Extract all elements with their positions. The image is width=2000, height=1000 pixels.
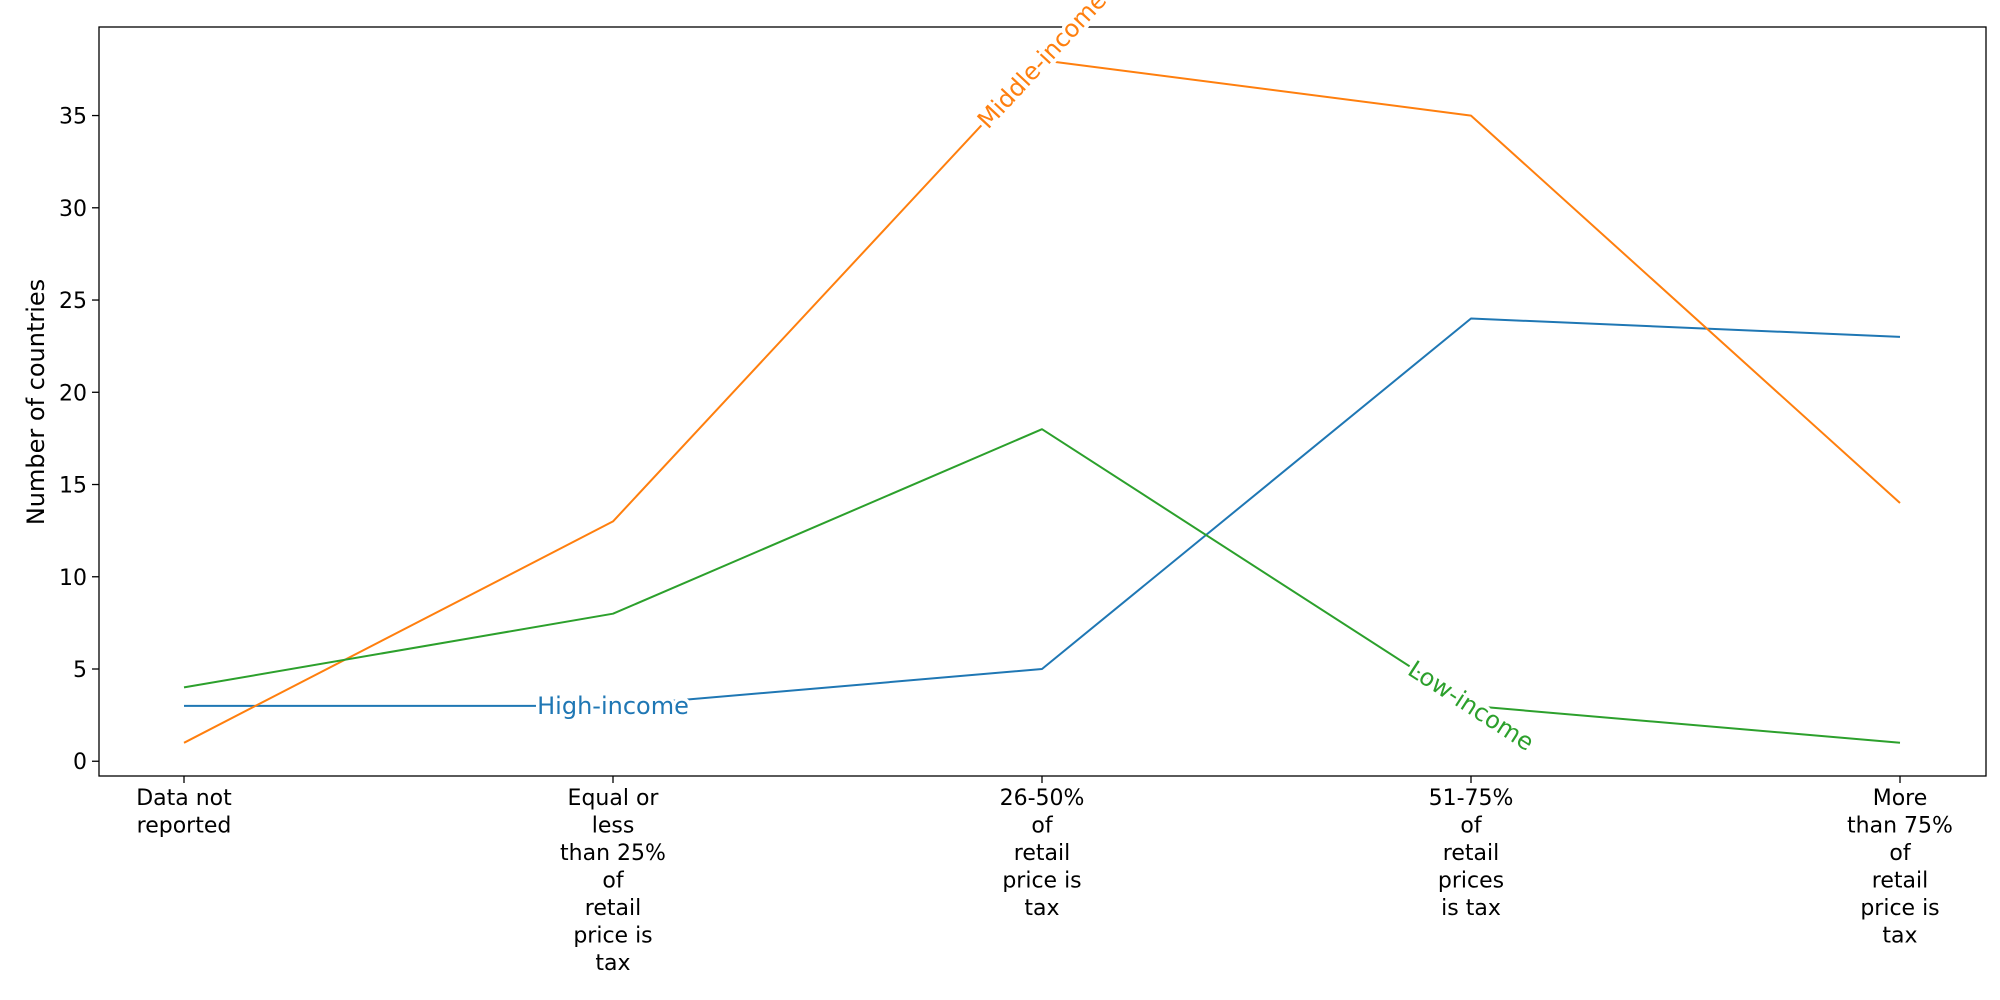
series-layer — [183, 59, 1901, 744]
y-tick-label: 10 — [59, 566, 87, 591]
series-label-low-income: Low-income — [1403, 655, 1539, 756]
x-axis: Data not reported Equal or less than 25% of re… — [136, 776, 1953, 976]
series-line-low-income — [183, 428, 1901, 744]
y-tick-label: 5 — [73, 658, 87, 683]
series-line-high-income — [184, 317, 1901, 707]
x-tick-label: Equal or less than 25% of retail price is tax — [560, 786, 666, 976]
series-label-high-income: High-income — [537, 692, 689, 720]
series-line-middle-income — [183, 59, 1901, 744]
x-tick-label: 51-75% of retail prices is tax — [1429, 786, 1514, 921]
y-axis-label: Number of countries — [22, 279, 50, 525]
x-tick-label: 26-50% of retail price is tax — [1000, 786, 1085, 921]
x-tick-label: More than 75% of retail price is tax — [1847, 786, 1953, 949]
y-tick-label: 25 — [59, 289, 87, 314]
plot-frame — [98, 26, 1987, 777]
y-tick-label: 15 — [59, 474, 87, 499]
y-tick-label: 30 — [59, 197, 87, 222]
x-tick-label: Data not reported — [136, 786, 232, 839]
y-axis: 0 5 10 15 20 25 30 35 — [59, 105, 99, 775]
y-tick-label: 0 — [73, 750, 87, 775]
y-tick-label: 35 — [59, 105, 87, 130]
y-tick-label: 20 — [59, 381, 87, 406]
